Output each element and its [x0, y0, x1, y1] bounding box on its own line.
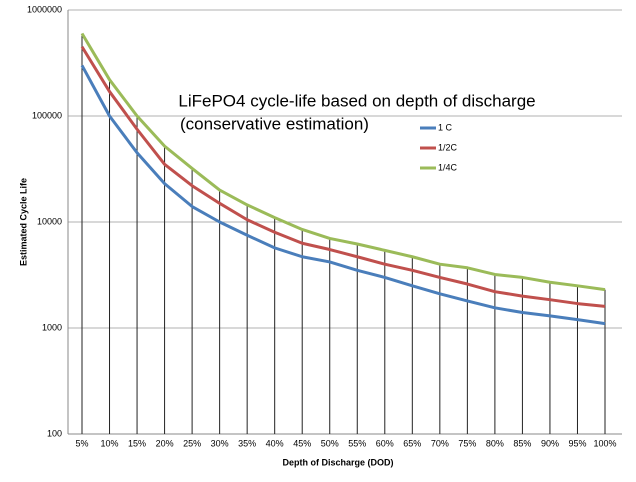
x-tick-label: 20% — [156, 438, 174, 448]
y-tick-label: 1000 — [42, 322, 62, 332]
y-axis-label: Estimated Cycle Life — [18, 178, 28, 266]
x-tick-label: 100% — [593, 438, 616, 448]
x-tick-label: 40% — [266, 438, 284, 448]
x-tick-label: 55% — [348, 438, 366, 448]
x-tick-label: 65% — [403, 438, 421, 448]
x-tick-label: 50% — [321, 438, 339, 448]
chart-subtitle: (conservative estimation) — [180, 114, 369, 133]
x-tick-label: 70% — [431, 438, 449, 448]
x-tick-label: 25% — [183, 438, 201, 448]
x-tick-label: 10% — [101, 438, 119, 448]
x-tick-label: 5% — [75, 438, 88, 448]
y-tick-label: 1000000 — [27, 4, 62, 14]
x-tick-label: 80% — [486, 438, 504, 448]
y-tick-label: 100000 — [32, 110, 62, 120]
x-tick-label: 85% — [513, 438, 531, 448]
y-tick-label: 10000 — [37, 216, 62, 226]
chart-title: LiFePO4 cycle-life based on depth of dis… — [178, 91, 535, 110]
x-tick-label: 90% — [541, 438, 559, 448]
x-tick-label: 35% — [238, 438, 256, 448]
series-line — [80, 45, 606, 308]
x-tick-label: 15% — [128, 438, 146, 448]
legend-label: 1/2C — [438, 142, 458, 152]
x-axis-label: Depth of Discharge (DOD) — [282, 457, 393, 467]
legend-label: 1 C — [438, 122, 453, 132]
x-tick-label: 45% — [293, 438, 311, 448]
x-tick-label: 30% — [211, 438, 229, 448]
x-tick-label: 60% — [376, 438, 394, 448]
y-tick-label: 100 — [47, 428, 62, 438]
series-line — [80, 64, 606, 326]
legend-label: 1/4C — [438, 162, 458, 172]
x-tick-label: 75% — [458, 438, 476, 448]
series-line — [80, 32, 606, 292]
x-tick-label: 95% — [568, 438, 586, 448]
